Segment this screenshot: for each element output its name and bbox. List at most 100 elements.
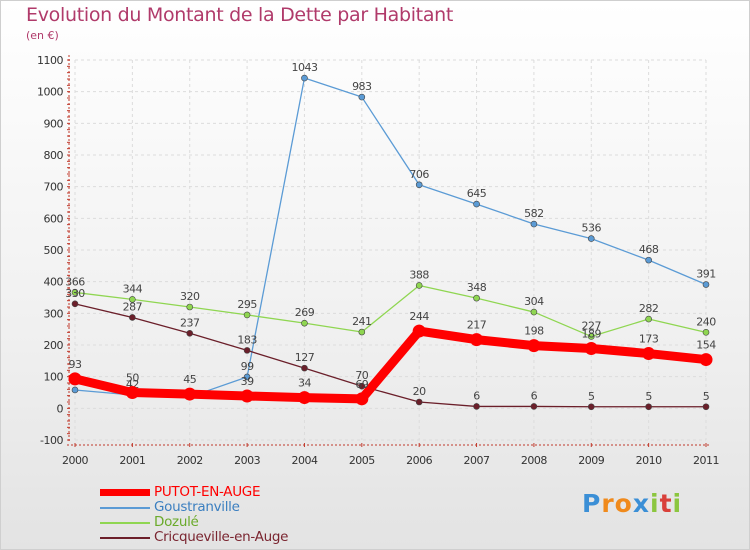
data-label-goustranville: 706 (409, 168, 429, 181)
data-point-dozul- (645, 315, 652, 323)
y-tick-label: 500 (44, 244, 64, 257)
data-label-cricqueville-en-auge: 70 (355, 369, 368, 382)
x-tick-label: 2001 (119, 454, 145, 467)
data-point-putot-en-auge (642, 347, 656, 361)
y-tick-label: 1100 (37, 54, 63, 67)
data-point-cricqueville-en-auge (129, 314, 136, 321)
x-tick-label: 2003 (234, 454, 260, 467)
data-label-putot-en-auge: 189 (582, 327, 602, 340)
data-label-dozul-: 269 (295, 306, 315, 319)
data-point-dozul- (243, 311, 251, 319)
y-tick-label: 200 (44, 339, 64, 352)
legend-swatch-dozule (100, 522, 150, 524)
data-point-putot-en-auge (699, 353, 713, 367)
legend-label-goustranville: Goustranville (154, 499, 240, 515)
data-point-cricqueville-en-auge (71, 300, 79, 308)
data-label-putot-en-auge: 217 (467, 319, 487, 332)
series-line-cricqueville-en-auge (74, 303, 707, 408)
data-label-goustranville: 391 (696, 268, 716, 281)
y-tick-label: 600 (44, 212, 64, 225)
data-point-goustranville (587, 235, 595, 242)
data-point-dozul- (473, 294, 480, 302)
data-label-putot-en-auge: 154 (696, 339, 716, 352)
data-point-cricqueville-en-auge (587, 403, 595, 411)
data-label-putot-en-auge: 45 (183, 373, 196, 386)
data-point-cricqueville-en-auge (358, 382, 366, 390)
data-point-dozul- (358, 328, 366, 336)
data-point-putot-en-auge (183, 387, 197, 401)
x-tick-label: 2007 (464, 454, 490, 467)
data-label-putot-en-auge: 34 (298, 377, 311, 390)
data-point-dozul- (702, 329, 710, 336)
x-tick-label: 2002 (177, 454, 203, 467)
data-label-cricqueville-en-auge: 330 (65, 287, 85, 300)
data-point-cricqueville-en-auge (645, 403, 652, 411)
data-label-dozul-: 227 (582, 319, 602, 332)
data-label-cricqueville-en-auge: 183 (237, 333, 257, 346)
data-label-goustranville: 1043 (291, 61, 317, 74)
data-label-goustranville: 983 (352, 80, 372, 93)
data-point-goustranville (358, 93, 366, 101)
proxiti-logo: Proxiti (582, 489, 682, 518)
y-tick-label: 700 (44, 181, 64, 194)
data-label-dozul-: 388 (409, 268, 429, 281)
data-point-goustranville (473, 200, 480, 208)
data-point-cricqueville-en-auge (473, 403, 480, 410)
data-point-dozul- (71, 289, 79, 296)
data-point-dozul- (415, 282, 423, 289)
data-label-putot-en-auge: 198 (524, 325, 544, 338)
logo-letter: i (650, 489, 660, 518)
data-point-dozul- (129, 296, 136, 303)
data-label-dozul-: 320 (180, 290, 200, 303)
data-point-goustranville (415, 181, 423, 189)
chart-title: Evolution du Montant de la Dette par Hab… (26, 4, 454, 26)
logo-letter: r (601, 489, 615, 518)
data-point-goustranville (702, 281, 710, 288)
chart-unit: (en €) (26, 29, 59, 42)
data-label-cricqueville-en-auge: 5 (645, 390, 652, 403)
data-point-dozul- (301, 319, 308, 327)
data-point-putot-en-auge (297, 391, 311, 405)
data-point-goustranville (71, 386, 79, 394)
legend-label-putot: PUTOT-EN-AUGE (154, 484, 261, 500)
x-tick-label: 2009 (578, 454, 604, 467)
data-point-cricqueville-en-auge (301, 364, 308, 372)
series-line-putot-en-auge (70, 326, 711, 404)
x-tick-label: 2000 (62, 454, 88, 467)
data-label-goustranville: 536 (582, 222, 602, 235)
data-label-cricqueville-en-auge: 237 (180, 316, 200, 329)
y-tick-label: 800 (44, 149, 64, 162)
data-point-dozul- (587, 333, 595, 340)
data-point-cricqueville-en-auge (243, 347, 251, 354)
y-tick-label: -100 (40, 434, 63, 447)
data-label-putot-en-auge: 93 (69, 358, 82, 371)
data-point-cricqueville-en-auge (186, 329, 194, 337)
y-tick-label: 300 (44, 307, 64, 320)
x-tick-label: 2005 (349, 454, 375, 467)
data-label-cricqueville-en-auge: 5 (588, 390, 595, 403)
legend-swatch-putot (100, 489, 150, 496)
y-tick-label: 400 (44, 276, 64, 289)
data-point-putot-en-auge (527, 339, 541, 353)
data-label-dozul-: 282 (639, 302, 659, 315)
legend-label-cricqueville: Cricqueville-en-Auge (154, 529, 289, 545)
data-point-putot-en-auge (584, 341, 598, 355)
data-point-dozul- (186, 303, 194, 311)
legend-swatch-cricqueville (100, 537, 150, 539)
y-tick-label: 900 (44, 117, 64, 130)
x-tick-label: 2010 (636, 454, 662, 467)
data-label-putot-en-auge: 69 (355, 378, 368, 391)
data-label-goustranville: 645 (467, 187, 487, 200)
logo-letter: o (614, 489, 633, 518)
data-point-putot-en-auge (68, 372, 82, 386)
data-point-goustranville (243, 373, 251, 381)
data-label-putot-en-auge: 173 (639, 333, 659, 346)
logo-letter: i (672, 489, 683, 518)
data-label-dozul-: 240 (696, 315, 716, 328)
data-point-putot-en-auge (412, 324, 426, 338)
data-label-dozul-: 344 (123, 282, 143, 295)
data-label-cricqueville-en-auge: 6 (473, 389, 480, 402)
data-label-dozul-: 348 (467, 281, 487, 294)
logo-letter: x (632, 489, 650, 518)
data-label-dozul-: 304 (524, 295, 544, 308)
